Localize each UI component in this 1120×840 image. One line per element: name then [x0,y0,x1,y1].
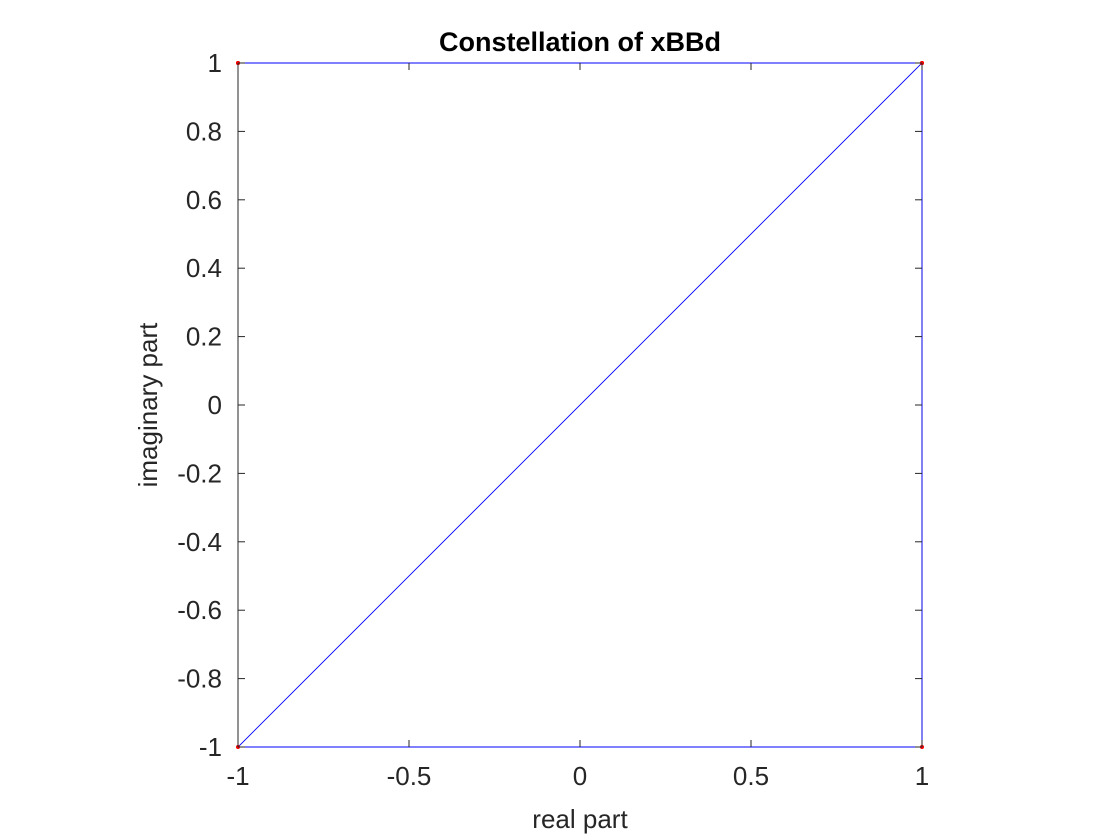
y-tick-label: 0.8 [186,116,222,146]
x-tick-label: 1 [915,761,929,791]
y-tick-label: -0.6 [177,595,222,625]
y-tick-label: 0.4 [186,253,222,283]
y-tick-label: 0.6 [186,185,222,215]
x-axis: -1 -0.5 0 0.5 1 [226,63,929,791]
y-tick-label: -0.2 [177,458,222,488]
y-axis-label: imaginary part [133,322,163,488]
x-axis-label: real part [532,804,628,834]
y-tick-label: -0.8 [177,664,222,694]
y-tick-label: -1 [199,732,222,762]
x-tick-label: 0.5 [733,761,769,791]
chart-title: Constellation of xBBd [439,27,721,57]
y-tick-label: 1 [208,48,222,78]
x-tick-label: 0 [573,761,587,791]
y-tick-label: 0.2 [186,322,222,352]
x-tick-label: -0.5 [387,761,432,791]
x-tick-label: -1 [226,761,249,791]
y-tick-label: -0.4 [177,527,222,557]
y-tick-label: 0 [208,390,222,420]
y-axis: -1 -0.8 -0.6 -0.4 -0.2 0 0.2 0.4 0.6 0.8 1 [177,48,922,762]
